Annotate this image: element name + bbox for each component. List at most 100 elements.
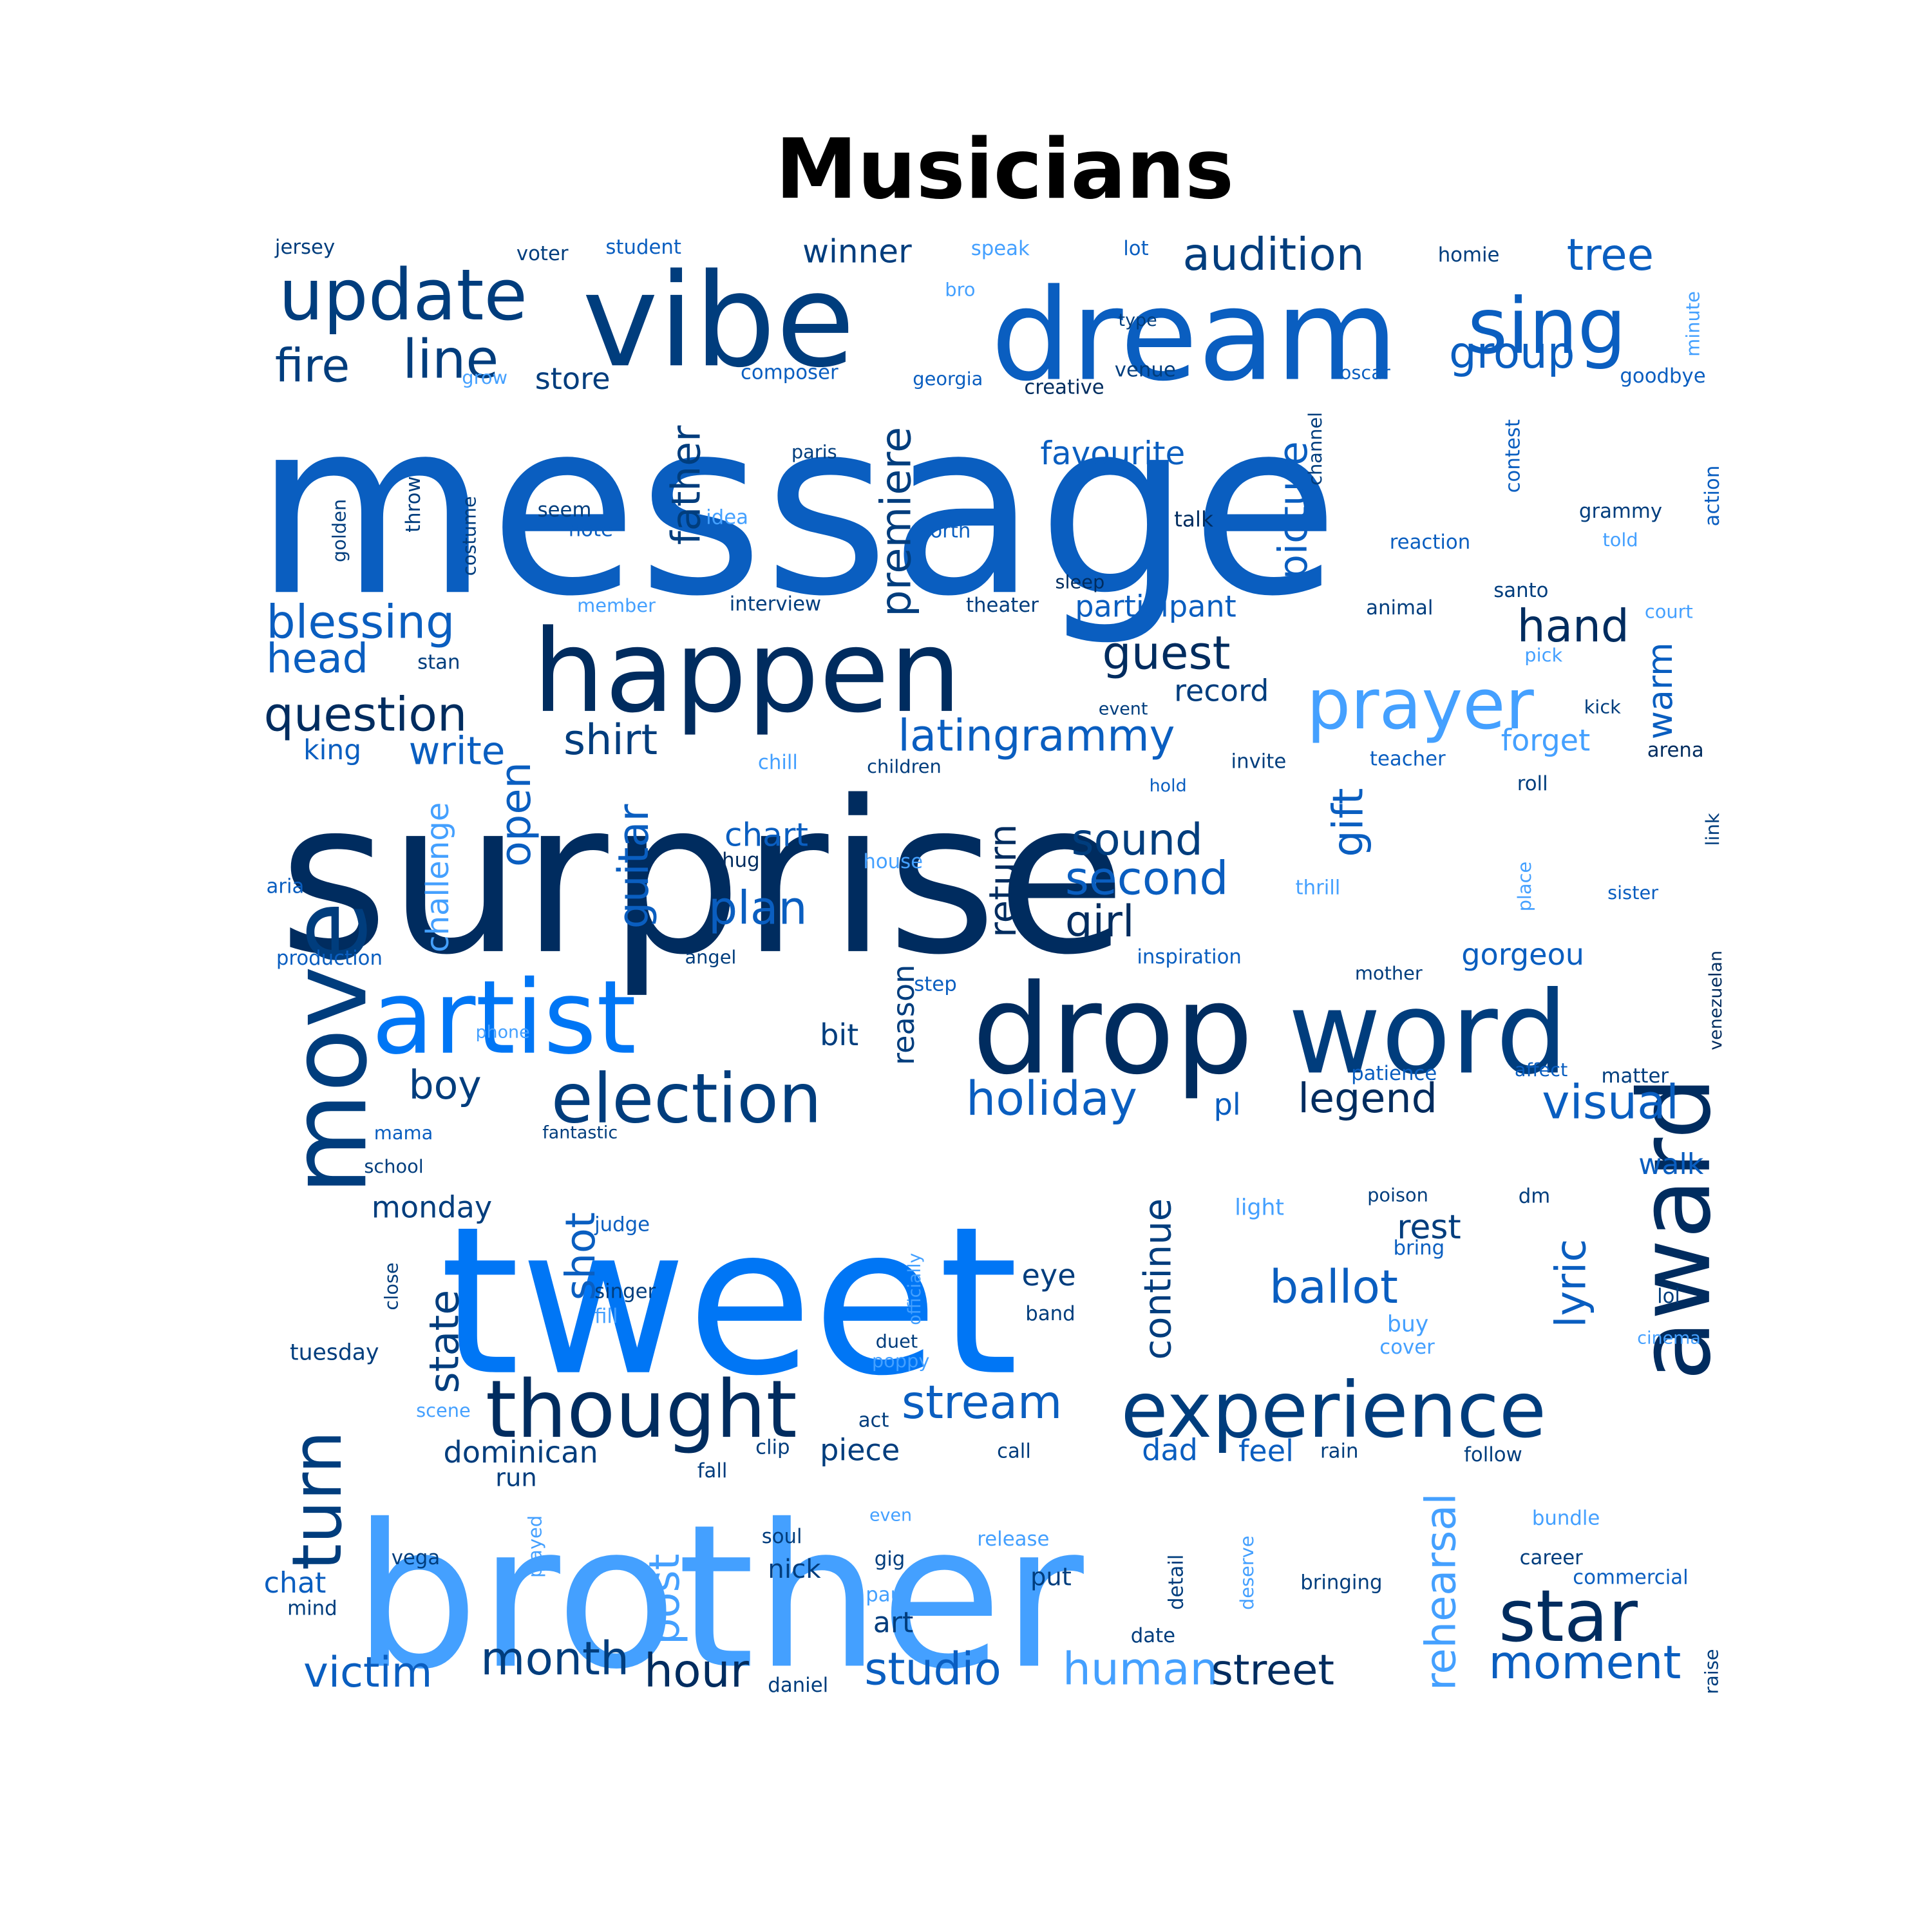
word-nick: nick bbox=[768, 1554, 821, 1584]
figure-title: Musicians bbox=[775, 122, 1234, 218]
word-detail: detail bbox=[1165, 1555, 1188, 1610]
word-favourite: favourite bbox=[1040, 435, 1185, 472]
word-father: father bbox=[663, 425, 710, 545]
word-place: place bbox=[1513, 862, 1535, 912]
word-dream: dream bbox=[990, 262, 1398, 409]
word-poppy: poppy bbox=[872, 1350, 930, 1372]
word-goodbye: goodbye bbox=[1620, 365, 1705, 388]
word-move: move bbox=[267, 901, 390, 1195]
word-store: store bbox=[535, 361, 611, 396]
word-bringing: bringing bbox=[1300, 1571, 1382, 1594]
word-daniel: daniel bbox=[768, 1674, 828, 1697]
word-bundle: bundle bbox=[1532, 1506, 1600, 1530]
word-lyric: lyric bbox=[1547, 1239, 1596, 1328]
word-reaction: reaction bbox=[1390, 531, 1471, 554]
word-call: call bbox=[997, 1439, 1031, 1463]
word-kick: kick bbox=[1584, 696, 1622, 718]
word-picture: picture bbox=[1270, 441, 1316, 580]
word-tuesday: tuesday bbox=[290, 1340, 379, 1366]
word-student: student bbox=[605, 236, 681, 259]
word-invite: invite bbox=[1231, 750, 1287, 773]
word-composer: composer bbox=[741, 361, 838, 384]
word-judge: judge bbox=[594, 1213, 650, 1236]
word-head: head bbox=[266, 634, 368, 682]
word-fantastic: fantastic bbox=[542, 1122, 618, 1142]
word-affect: affect bbox=[1515, 1059, 1567, 1081]
word-pick: pick bbox=[1524, 644, 1562, 666]
word-bring: bring bbox=[1393, 1236, 1444, 1260]
word-holiday: holiday bbox=[966, 1072, 1137, 1126]
word-eye: eye bbox=[1022, 1258, 1076, 1293]
word-singer: singer bbox=[594, 1280, 656, 1303]
word-officially: officially bbox=[905, 1253, 925, 1325]
word-king: king bbox=[303, 734, 361, 766]
word-prayer: prayer bbox=[1307, 665, 1535, 745]
word-award: award bbox=[1618, 1077, 1733, 1381]
word-happen: happen bbox=[533, 605, 961, 738]
word-court: court bbox=[1645, 601, 1693, 623]
word-homie: homie bbox=[1438, 243, 1500, 267]
word-artist: artist bbox=[372, 960, 636, 1077]
word-record: record bbox=[1174, 673, 1269, 708]
word-line: line bbox=[402, 328, 498, 391]
word-hug: hug bbox=[722, 849, 760, 872]
word-human: human bbox=[1063, 1643, 1218, 1695]
word-told: told bbox=[1602, 529, 1638, 551]
word-raise: raise bbox=[1700, 1649, 1722, 1694]
word-speak: speak bbox=[971, 237, 1030, 260]
word-school: school bbox=[364, 1155, 423, 1177]
word-return: return bbox=[981, 824, 1025, 937]
word-update: update bbox=[279, 254, 527, 336]
word-light: light bbox=[1235, 1195, 1284, 1221]
word-open: open bbox=[491, 762, 540, 867]
word-action: action bbox=[1701, 466, 1724, 527]
word-event: event bbox=[1099, 699, 1148, 719]
word-clip: clip bbox=[755, 1436, 790, 1459]
word-group: group bbox=[1449, 328, 1575, 378]
word-street: street bbox=[1211, 1645, 1334, 1694]
word-venezuelan: venezuelan bbox=[1706, 951, 1726, 1050]
word-put: put bbox=[1030, 1563, 1072, 1592]
word-fall: fall bbox=[697, 1459, 728, 1482]
word-creative: creative bbox=[1024, 376, 1104, 399]
word-reason: reason bbox=[886, 965, 921, 1065]
word-monday: monday bbox=[372, 1189, 492, 1224]
word-duet: duet bbox=[876, 1330, 918, 1352]
word-pl: pl bbox=[1214, 1087, 1241, 1122]
word-latingrammy: latingrammy bbox=[898, 710, 1175, 761]
word-sleep: sleep bbox=[1055, 571, 1104, 592]
word-close: close bbox=[380, 1262, 402, 1310]
word-angel: angel bbox=[685, 946, 736, 968]
word-channel: channel bbox=[1304, 412, 1326, 486]
word-lol: lol bbox=[1657, 1285, 1680, 1308]
word-lot: lot bbox=[1123, 237, 1148, 260]
word-thrill: thrill bbox=[1296, 876, 1341, 899]
word-visual: visual bbox=[1542, 1075, 1679, 1130]
word-house: house bbox=[863, 850, 923, 873]
word-experience: experience bbox=[1121, 1366, 1546, 1455]
word-release: release bbox=[977, 1528, 1049, 1551]
word-inspiration: inspiration bbox=[1137, 945, 1242, 969]
word-participant: participant bbox=[1075, 589, 1236, 624]
word-grow: grow bbox=[462, 366, 507, 388]
word-victim: victim bbox=[303, 1648, 432, 1697]
word-mama: mama bbox=[374, 1122, 433, 1144]
word-bro: bro bbox=[945, 279, 975, 301]
word-animal: animal bbox=[1366, 596, 1433, 620]
word-guitar: guitar bbox=[609, 804, 658, 929]
word-rain: rain bbox=[1320, 1439, 1359, 1463]
word-cover: cover bbox=[1379, 1336, 1435, 1359]
word-hour: hour bbox=[644, 1644, 750, 1698]
word-sing: sing bbox=[1468, 282, 1626, 372]
word-write: write bbox=[409, 730, 506, 774]
word-oscar: oscar bbox=[1340, 361, 1390, 383]
word-scene: scene bbox=[416, 1399, 471, 1421]
word-seem: seem bbox=[538, 498, 592, 522]
word-vega: vega bbox=[392, 1546, 440, 1569]
word-member: member bbox=[577, 594, 656, 616]
word-arena: arena bbox=[1647, 739, 1704, 762]
word-tree: tree bbox=[1567, 230, 1654, 280]
word-rehearsal: rehearsal bbox=[1417, 1493, 1466, 1690]
word-shirt: shirt bbox=[564, 715, 658, 764]
